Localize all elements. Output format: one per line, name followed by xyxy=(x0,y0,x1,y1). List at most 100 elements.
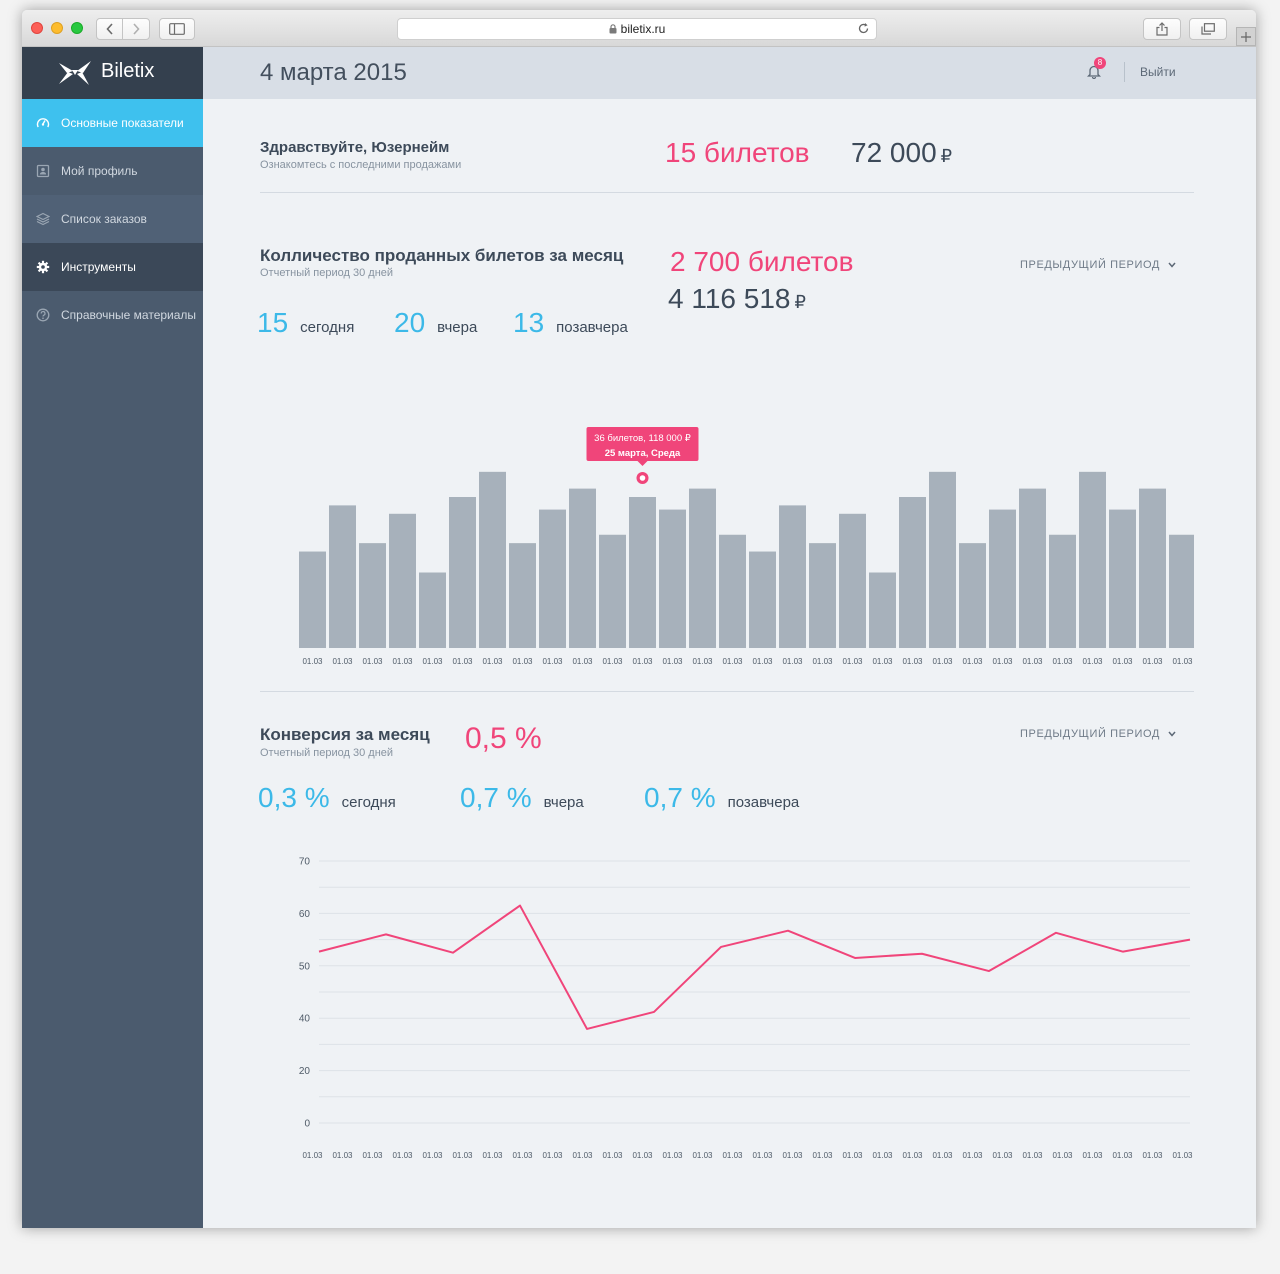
bar[interactable] xyxy=(1079,471,1106,648)
conversion-period-dropdown[interactable]: ПРЕДЫДУЩИЙ ПЕРИОД xyxy=(1020,728,1176,740)
stat-value: 0,7 % xyxy=(460,782,532,813)
tooltip-pointer xyxy=(637,461,648,466)
new-tab-button[interactable] xyxy=(1236,27,1256,46)
bar[interactable] xyxy=(539,509,566,648)
conversion-total: 0,5 % xyxy=(465,722,542,755)
bar[interactable] xyxy=(719,534,746,648)
x-tick-label: 01.03 xyxy=(782,657,803,666)
x-tick-label: 01.03 xyxy=(482,657,503,666)
share-icon xyxy=(1156,22,1168,36)
bar[interactable] xyxy=(1109,509,1136,648)
x-tick-label: 01.03 xyxy=(422,1151,443,1160)
sidebar-item-dashboard[interactable]: Основные показатели xyxy=(22,99,203,147)
zoom-window-button[interactable] xyxy=(71,22,83,34)
y-tick-label: 70 xyxy=(299,857,311,868)
x-tick-label: 01.03 xyxy=(452,657,473,666)
bar[interactable] xyxy=(869,572,896,649)
bar[interactable] xyxy=(359,543,386,648)
x-tick-label: 01.03 xyxy=(302,657,323,666)
tabs-overview-button[interactable] xyxy=(1189,18,1227,40)
x-tick-label: 01.03 xyxy=(662,657,683,666)
x-tick-label: 01.03 xyxy=(572,657,593,666)
conversion-line[interactable] xyxy=(318,904,1191,1030)
x-tick-label: 01.03 xyxy=(722,1151,743,1160)
x-tick-label: 01.03 xyxy=(1082,657,1103,666)
logout-link[interactable]: Выйти xyxy=(1140,65,1176,79)
tooltip-box xyxy=(586,427,699,461)
conversion-stat-day-before: 0,7 % позавчера xyxy=(644,782,799,814)
sidebar-item-tools[interactable]: Инструменты xyxy=(22,243,203,291)
bar[interactable] xyxy=(989,509,1016,648)
dashboard-icon xyxy=(36,116,50,130)
logo-text: Biletix xyxy=(101,60,155,82)
bar[interactable] xyxy=(629,497,656,648)
stat-value: 20 xyxy=(394,307,426,338)
sidebar-toggle-button[interactable] xyxy=(159,18,195,40)
help-icon xyxy=(36,308,50,322)
tabs-icon xyxy=(1201,23,1215,35)
bar[interactable] xyxy=(809,543,836,648)
bar[interactable] xyxy=(779,505,806,648)
stat-label: сегодня xyxy=(300,319,355,336)
y-tick-label: 20 xyxy=(299,1066,311,1077)
minimize-window-button[interactable] xyxy=(51,22,63,34)
bar[interactable] xyxy=(449,497,476,648)
bar[interactable] xyxy=(749,551,776,648)
sidebar-item-label: Справочные материалы xyxy=(61,308,197,322)
tooltip-line-2: 25 марта, Среда xyxy=(605,448,681,459)
bar[interactable] xyxy=(509,543,536,648)
sidebar-item-help[interactable]: Справочные материалы xyxy=(22,291,203,339)
x-tick-label: 01.03 xyxy=(1052,657,1073,666)
bar[interactable] xyxy=(689,488,716,648)
x-tick-label: 01.03 xyxy=(1112,1151,1133,1160)
sidebar-item-orders[interactable]: Список заказов xyxy=(22,195,203,243)
bar[interactable] xyxy=(1139,488,1166,648)
x-tick-label: 01.03 xyxy=(332,1151,353,1160)
x-tick-label: 01.03 xyxy=(692,657,713,666)
x-tick-label: 01.03 xyxy=(1022,657,1043,666)
x-tick-label: 01.03 xyxy=(662,1151,683,1160)
logo-area[interactable]: Biletix xyxy=(22,47,203,99)
bar[interactable] xyxy=(1169,534,1194,648)
bar[interactable] xyxy=(419,572,446,649)
x-tick-label: 01.03 xyxy=(542,1151,563,1160)
stat-label: вчера xyxy=(543,794,584,811)
greeting-subtitle: Ознакомтесь с последними продажами xyxy=(260,159,462,171)
gear-icon xyxy=(36,260,50,274)
chevron-right-icon xyxy=(133,23,140,35)
x-tick-label: 01.03 xyxy=(812,657,833,666)
sidebar-item-profile[interactable]: Мой профиль xyxy=(22,147,203,195)
bar[interactable] xyxy=(1019,488,1046,648)
notification-badge: 8 xyxy=(1094,57,1106,69)
bar[interactable] xyxy=(659,509,686,648)
forward-button[interactable] xyxy=(122,18,150,40)
x-tick-label: 01.03 xyxy=(1172,657,1193,666)
close-window-button[interactable] xyxy=(31,22,43,34)
bar[interactable] xyxy=(959,543,986,648)
bar[interactable] xyxy=(479,471,506,648)
bar[interactable] xyxy=(839,513,866,648)
x-tick-label: 01.03 xyxy=(482,1151,503,1160)
bar[interactable] xyxy=(329,505,356,648)
page-title-date: 4 марта 2015 xyxy=(260,59,407,86)
refresh-icon[interactable] xyxy=(857,22,870,35)
address-bar[interactable]: biletix.ru xyxy=(397,18,877,40)
bar[interactable] xyxy=(1049,534,1076,648)
back-button[interactable] xyxy=(96,18,123,40)
period-dropdown-label: ПРЕДЫДУЩИЙ ПЕРИОД xyxy=(1020,259,1160,271)
bar[interactable] xyxy=(299,551,326,648)
x-tick-label: 01.03 xyxy=(1142,1151,1163,1160)
share-button[interactable] xyxy=(1143,18,1181,40)
bar[interactable] xyxy=(389,513,416,648)
sales-section-title: Колличество проданных билетов за месяц xyxy=(260,246,624,265)
bar[interactable] xyxy=(929,471,956,648)
bar[interactable] xyxy=(569,488,596,648)
bar[interactable] xyxy=(899,497,926,648)
sales-period-dropdown[interactable]: ПРЕДЫДУЩИЙ ПЕРИОД xyxy=(1020,259,1176,271)
section-divider xyxy=(260,691,1194,692)
y-tick-label: 60 xyxy=(299,909,311,920)
x-tick-label: 01.03 xyxy=(1052,1151,1073,1160)
bar[interactable] xyxy=(599,534,626,648)
y-tick-label: 0 xyxy=(304,1119,310,1130)
plus-icon xyxy=(1241,31,1251,42)
